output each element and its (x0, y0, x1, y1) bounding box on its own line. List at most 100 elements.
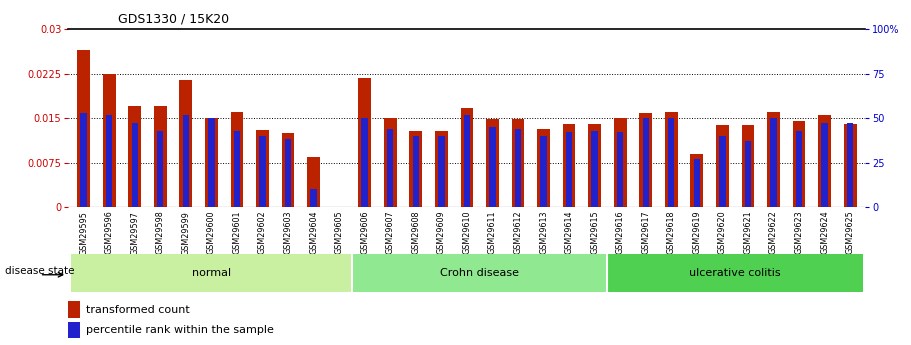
Bar (128, 106, 141, 207)
Bar (640, 114, 652, 207)
Bar (154, 106, 167, 207)
Bar (362, 118, 368, 207)
Bar (460, 108, 474, 207)
Text: GSM29596: GSM29596 (105, 211, 114, 255)
Bar (489, 127, 496, 207)
Bar (234, 131, 241, 207)
Text: GSM29613: GSM29613 (539, 211, 548, 254)
Bar (230, 112, 243, 207)
Text: GSM29615: GSM29615 (590, 211, 599, 254)
Text: GSM29605: GSM29605 (334, 211, 343, 254)
Bar (183, 115, 189, 207)
Text: GDS1330 / 15K20: GDS1330 / 15K20 (118, 12, 230, 25)
Bar (847, 124, 854, 207)
Bar (665, 112, 678, 207)
Text: Crohn disease: Crohn disease (440, 268, 519, 278)
Bar (106, 115, 112, 207)
Text: GSM29610: GSM29610 (463, 211, 471, 254)
Text: GSM29622: GSM29622 (769, 211, 778, 255)
Bar (285, 139, 292, 207)
Text: transformed count: transformed count (87, 305, 190, 315)
Bar (540, 136, 547, 207)
Text: GSM29600: GSM29600 (207, 211, 216, 254)
Bar (413, 136, 419, 207)
Bar (793, 121, 805, 207)
Bar (767, 112, 780, 207)
Text: GSM29616: GSM29616 (616, 211, 625, 254)
Bar (691, 154, 703, 207)
Bar (281, 133, 294, 207)
Bar (591, 131, 598, 207)
Bar (256, 130, 269, 207)
Bar (512, 119, 525, 207)
Bar (103, 74, 116, 207)
Bar (80, 113, 87, 207)
Bar (435, 131, 447, 207)
Text: percentile rank within the sample: percentile rank within the sample (87, 325, 274, 335)
Bar (438, 136, 445, 207)
Bar (307, 157, 320, 207)
Bar (311, 189, 317, 207)
Text: GSM29620: GSM29620 (718, 211, 727, 254)
Text: GSM29602: GSM29602 (258, 211, 267, 254)
Bar (719, 136, 725, 207)
Bar (617, 132, 623, 207)
Bar (384, 118, 396, 207)
Text: GSM29606: GSM29606 (360, 211, 369, 254)
Bar (179, 80, 192, 207)
Text: GSM29598: GSM29598 (156, 211, 165, 255)
Bar (515, 129, 521, 207)
Text: GSM29611: GSM29611 (488, 211, 496, 254)
Bar (796, 131, 803, 207)
Text: GSM29603: GSM29603 (283, 211, 292, 254)
Bar (205, 118, 218, 207)
Text: normal: normal (192, 268, 231, 278)
Text: GSM29623: GSM29623 (794, 211, 804, 254)
Bar (563, 124, 576, 207)
Bar (844, 124, 856, 207)
Text: GSM29604: GSM29604 (309, 211, 318, 254)
Bar (68, 322, 79, 338)
Bar (131, 124, 138, 207)
Text: disease state: disease state (5, 266, 74, 276)
Bar (822, 124, 828, 207)
Bar (608, 254, 863, 292)
Text: GSM29619: GSM29619 (692, 211, 701, 254)
Bar (742, 125, 754, 207)
Bar (716, 125, 729, 207)
Bar (358, 78, 371, 207)
Text: GSM29624: GSM29624 (820, 211, 829, 254)
Bar (486, 119, 499, 207)
Bar (589, 124, 601, 207)
Bar (77, 50, 90, 207)
Bar (566, 132, 572, 207)
Text: GSM29607: GSM29607 (385, 211, 394, 254)
Text: GSM29612: GSM29612 (514, 211, 523, 254)
Bar (818, 115, 831, 207)
Text: GSM29617: GSM29617 (641, 211, 650, 254)
Bar (68, 302, 79, 318)
Text: GSM29595: GSM29595 (79, 211, 88, 255)
Bar (71, 254, 352, 292)
Bar (352, 254, 608, 292)
Text: GSM29608: GSM29608 (411, 211, 420, 254)
Bar (693, 159, 700, 207)
Text: GSM29601: GSM29601 (232, 211, 241, 254)
Bar (409, 131, 422, 207)
Text: GSM29621: GSM29621 (743, 211, 752, 254)
Bar (642, 118, 649, 207)
Bar (209, 118, 215, 207)
Bar (387, 129, 394, 207)
Text: GSM29599: GSM29599 (181, 211, 190, 255)
Text: ulcerative colitis: ulcerative colitis (690, 268, 781, 278)
Bar (260, 136, 266, 207)
Text: GSM29625: GSM29625 (845, 211, 855, 255)
Bar (744, 141, 751, 207)
Bar (614, 118, 627, 207)
Text: GSM29609: GSM29609 (437, 211, 445, 254)
Text: GSM29614: GSM29614 (565, 211, 574, 254)
Bar (668, 118, 674, 207)
Bar (157, 131, 163, 207)
Text: GSM29618: GSM29618 (667, 211, 676, 254)
Bar (537, 129, 550, 207)
